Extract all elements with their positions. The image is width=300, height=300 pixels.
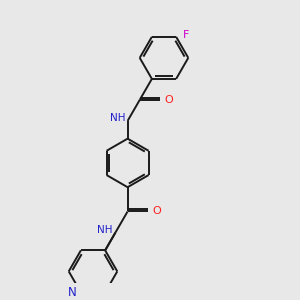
Text: O: O <box>152 206 161 217</box>
Text: NH: NH <box>110 113 125 123</box>
Text: O: O <box>164 95 173 105</box>
Text: N: N <box>68 286 77 299</box>
Text: F: F <box>183 30 190 40</box>
Text: NH: NH <box>98 225 113 235</box>
